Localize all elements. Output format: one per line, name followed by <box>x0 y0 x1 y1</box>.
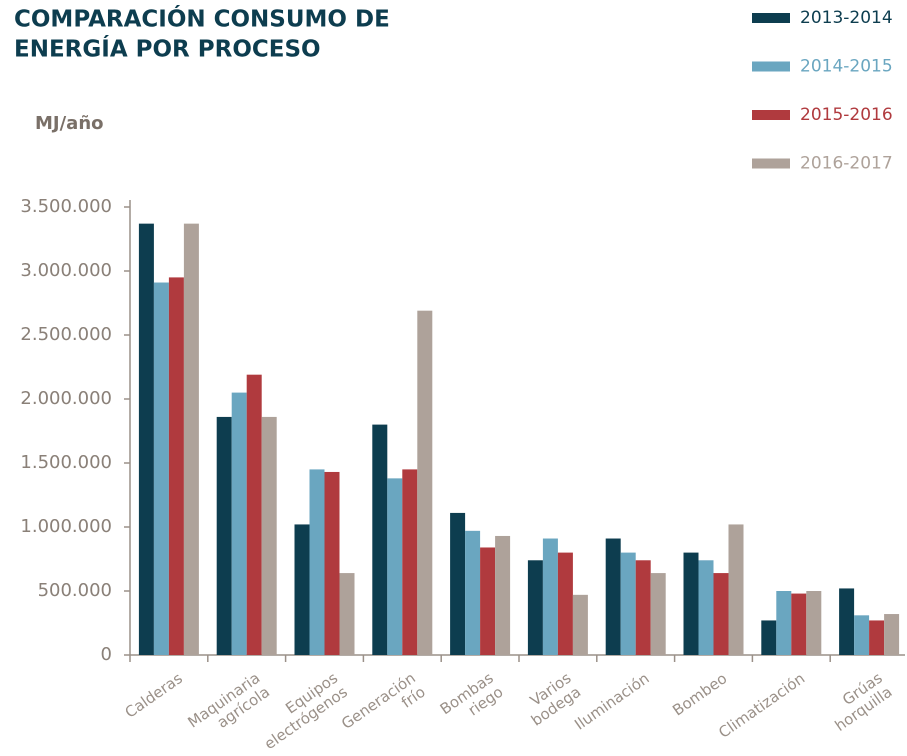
x-tick-label-line: Iluminación <box>571 669 652 733</box>
bar <box>417 310 433 655</box>
legend-label: 2013-2014 <box>800 8 893 28</box>
legend-label: 2014-2015 <box>800 57 893 77</box>
bar <box>527 560 543 655</box>
x-tick-label: Calderas <box>122 669 186 722</box>
legend-swatch <box>752 61 790 72</box>
legend-swatch <box>752 158 790 169</box>
bar <box>791 593 807 655</box>
legend-label: 2015-2016 <box>800 105 893 125</box>
x-tick-label-line: Climatización <box>715 669 808 742</box>
x-tick-label: Iluminación <box>571 669 652 733</box>
bar <box>261 416 277 655</box>
bar <box>339 573 355 655</box>
bar <box>372 424 388 655</box>
y-tick-label: 3.500.000 <box>20 196 112 217</box>
bar <box>635 560 651 655</box>
y-tick-label: 0 <box>101 644 112 665</box>
chart-title: COMPARACIÓN CONSUMO DE <box>14 5 390 33</box>
bar <box>869 620 885 655</box>
bar <box>542 538 558 655</box>
bar <box>138 223 154 655</box>
bar <box>465 530 481 655</box>
bar <box>620 552 636 655</box>
bar <box>183 223 199 655</box>
legend-swatch <box>752 110 790 120</box>
bar <box>806 591 822 655</box>
y-tick-label: 2.500.000 <box>20 324 112 345</box>
bar <box>557 552 573 655</box>
bar <box>153 282 169 655</box>
bar <box>216 416 232 655</box>
bar <box>854 615 870 655</box>
bar <box>387 478 403 655</box>
bar <box>605 538 621 655</box>
bar <box>480 547 496 655</box>
bar <box>294 524 310 655</box>
y-tick-label: 3.000.000 <box>20 260 112 281</box>
y-tick-label: 1.000.000 <box>20 516 112 537</box>
bar <box>495 535 511 655</box>
y-axis-label: MJ/año <box>35 113 104 134</box>
bar <box>683 552 699 655</box>
bar <box>839 588 855 655</box>
x-tick-label: Climatización <box>715 669 808 742</box>
chart-title: ENERGÍA POR PROCESO <box>14 35 321 63</box>
x-tick-label-line: Bombeo <box>669 669 730 719</box>
bar <box>402 469 418 655</box>
bar <box>761 620 777 655</box>
bar <box>168 277 184 655</box>
y-tick-label: 1.500.000 <box>20 452 112 473</box>
bar <box>884 614 900 655</box>
x-tick-label: Bombeo <box>669 669 730 719</box>
legend-swatch <box>752 13 790 23</box>
bar <box>728 524 744 655</box>
bar <box>650 573 666 655</box>
bar <box>231 392 247 655</box>
bar <box>698 560 714 655</box>
bar <box>776 591 792 655</box>
legend-label: 2016-2017 <box>800 154 893 174</box>
bar <box>450 512 466 655</box>
bar <box>309 469 325 655</box>
x-tick-label-line: Calderas <box>122 669 186 722</box>
y-tick-label: 2.000.000 <box>20 388 112 409</box>
bar <box>324 471 340 655</box>
bar <box>246 374 262 655</box>
y-tick-label: 500.000 <box>38 580 112 601</box>
bar <box>713 573 729 655</box>
bar <box>572 594 588 655</box>
